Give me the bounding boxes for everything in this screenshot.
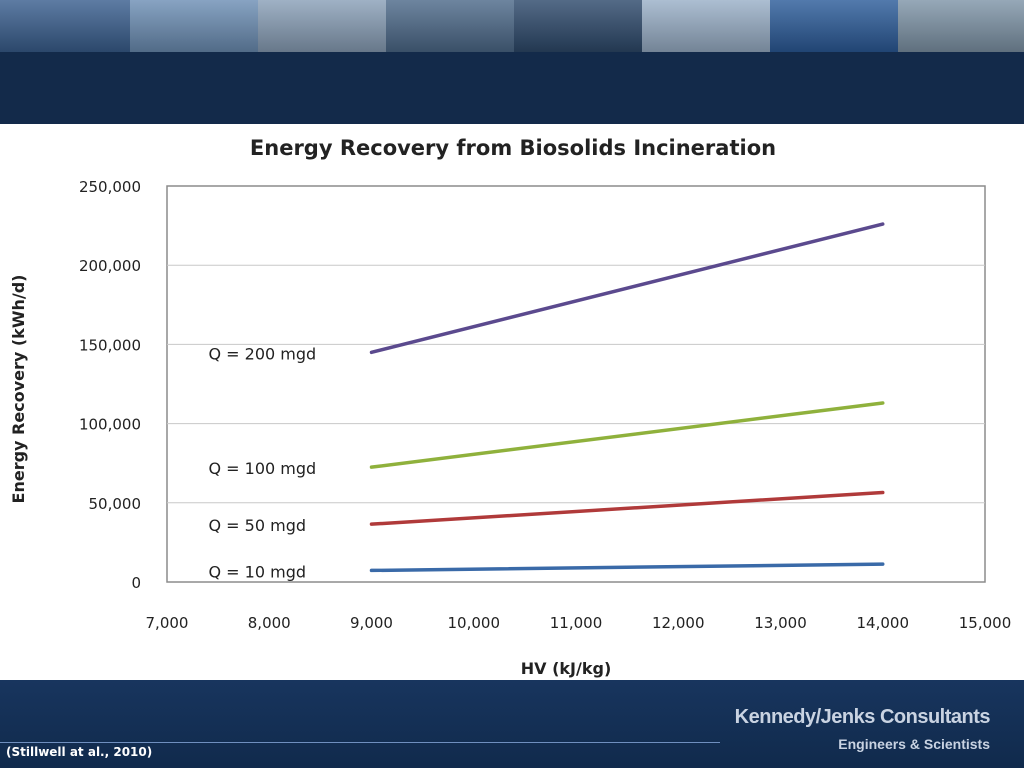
company-logo-name: Kennedy/Jenks Consultants xyxy=(734,706,991,728)
x-tick-label: 14,000 xyxy=(857,614,910,632)
y-tick-label: 100,000 xyxy=(79,416,141,434)
series-label: Q = 200 mgd xyxy=(209,344,317,363)
x-tick-label: 9,000 xyxy=(350,614,393,632)
x-tick-label: 10,000 xyxy=(448,614,501,632)
x-tick-label: 13,000 xyxy=(754,614,807,632)
plot-area xyxy=(166,185,986,583)
y-tick-label: 200,000 xyxy=(79,257,141,275)
x-tick-label: 12,000 xyxy=(652,614,705,632)
x-tick-label: 8,000 xyxy=(248,614,291,632)
photo-industrial-pipes xyxy=(386,0,514,52)
x-tick-label: 7,000 xyxy=(146,614,189,632)
chart-title: Energy Recovery from Biosolids Incinerat… xyxy=(250,136,776,160)
x-axis-title: HV (kJ/kg) xyxy=(521,659,612,678)
y-tick-label: 0 xyxy=(131,574,141,592)
series-lines: Q = 200 mgd Q = 100 mgd Q = 50 mgd Q = 10 m… xyxy=(209,222,885,581)
footer-divider xyxy=(0,742,720,743)
energy-recovery-chart: Energy Recovery from Biosolids Incinerat… xyxy=(9,136,1012,678)
company-tagline: Engineers & Scientists xyxy=(838,736,990,752)
photo-facility-building xyxy=(642,0,770,52)
y-tick-label: 50,000 xyxy=(89,495,142,513)
series-line xyxy=(369,401,885,469)
footer-band xyxy=(0,680,1024,768)
photo-water-tank xyxy=(770,0,898,52)
x-axis: 7,000 8,000 9,000 10,000 11,000 12,000 13,000 1… xyxy=(146,614,1012,632)
photo-recycle-compost xyxy=(258,0,386,52)
y-tick-label: 150,000 xyxy=(79,336,141,354)
series-line xyxy=(369,490,885,526)
slide-title-band xyxy=(0,52,1024,124)
chart-panel: Energy Recovery from Biosolids Incinerat… xyxy=(0,124,1024,680)
series-line xyxy=(369,562,885,573)
y-axis-title: Energy Recovery (kWh/d) xyxy=(9,275,28,504)
x-tick-label: 15,000 xyxy=(959,614,1012,632)
series-line xyxy=(369,222,885,355)
y-axis: 0 50,000 100,000 150,000 200,000 250,000 xyxy=(79,178,141,592)
photo-flowers xyxy=(514,0,642,52)
series-label: Q = 100 mgd xyxy=(209,459,317,478)
citation-text: (Stillwell at al., 2010) xyxy=(6,745,153,759)
header-photo-strip xyxy=(0,0,1024,52)
x-tick-label: 11,000 xyxy=(550,614,603,632)
series-label: Q = 10 mgd xyxy=(209,562,307,581)
grid-lines xyxy=(167,264,985,504)
photo-solar-panels xyxy=(0,0,130,52)
photo-wind-turbines xyxy=(130,0,258,52)
y-tick-label: 250,000 xyxy=(79,178,141,196)
photo-sunlit-field xyxy=(898,0,1024,52)
series-label: Q = 50 mgd xyxy=(209,516,307,535)
